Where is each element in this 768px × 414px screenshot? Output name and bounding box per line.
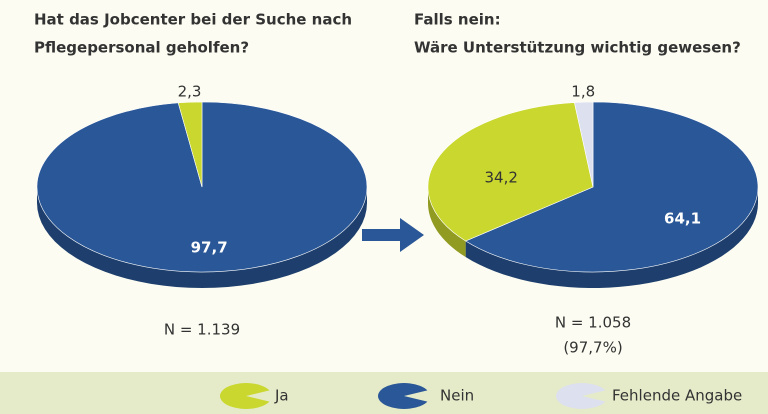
- data-label: 2,3: [178, 82, 202, 100]
- chart-title: Falls nein:: [414, 11, 501, 29]
- sample-note: (97,7%): [563, 339, 622, 357]
- pie-slice: [427, 102, 594, 242]
- pie-slice: [574, 101, 594, 188]
- sample-note: N = 1.058: [555, 314, 631, 332]
- pie-side: [37, 187, 367, 288]
- legend-swatch: [556, 383, 606, 410]
- data-label: 64,1: [664, 209, 701, 227]
- legend-swatch: [219, 383, 270, 410]
- chart-title: Hat das Jobcenter bei der Suche nach: [34, 11, 352, 29]
- legend-label: Nein: [440, 387, 474, 405]
- pie-side: [465, 187, 758, 288]
- data-label: 97,7: [191, 238, 228, 256]
- pie-slice: [177, 101, 203, 188]
- legend-label: Ja: [274, 387, 289, 405]
- legend-label: Fehlende Angabe: [612, 387, 742, 405]
- data-label: 1,8: [571, 82, 595, 100]
- data-label: 34,2: [485, 168, 518, 186]
- chart-title: Pflegepersonal geholfen?: [34, 39, 249, 57]
- arrow: [362, 218, 424, 252]
- sample-note: N = 1.139: [164, 321, 240, 339]
- legend-swatch: [377, 383, 428, 410]
- chart-title: Wäre Unterstützung wichtig gewesen?: [414, 39, 741, 57]
- pie-side: [428, 187, 466, 258]
- pie-slice: [464, 101, 759, 273]
